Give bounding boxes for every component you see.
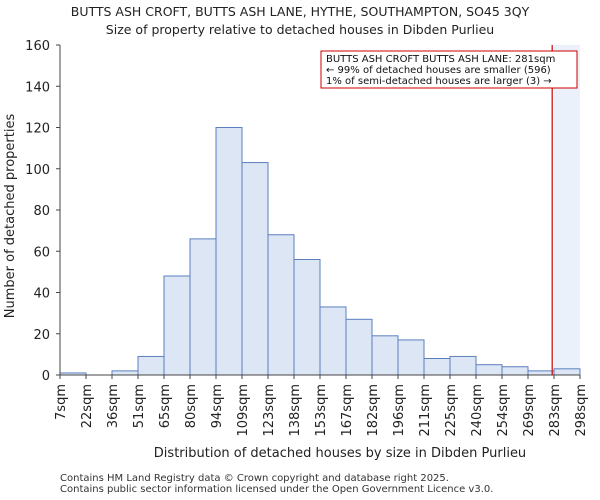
attribution-line-1: Contains HM Land Registry data © Crown c… (60, 473, 449, 484)
x-tick-label: 65sqm (158, 384, 173, 428)
x-tick-label: 80sqm (184, 384, 199, 428)
chart-subtitle: Size of property relative to detached ho… (105, 22, 495, 37)
x-tick-label: 283sqm (548, 384, 563, 437)
attribution-line-2: Contains public sector information licen… (60, 484, 494, 495)
x-tick-label: 240sqm (470, 384, 485, 437)
histogram-bar (137, 355, 165, 376)
histogram-bar (267, 234, 295, 376)
x-tick-label: 153sqm (314, 384, 329, 437)
annotation-line-1: BUTTS ASH CROFT BUTTS ASH LANE: 281sqm (326, 54, 555, 65)
histogram-bar (371, 335, 399, 376)
x-tick-label: 167sqm (340, 384, 355, 437)
x-tick-label: 22sqm (80, 384, 95, 428)
x-tick-label: 254sqm (496, 384, 511, 437)
y-tick-label: 120 (25, 122, 50, 137)
histogram-bar (397, 339, 425, 376)
histogram-bar (241, 162, 269, 376)
histogram-bar (553, 368, 581, 376)
y-tick-label: 80 (33, 204, 50, 219)
highlight-region (554, 45, 580, 375)
x-tick-label: 94sqm (210, 384, 225, 428)
y-tick-label: 20 (33, 328, 50, 343)
histogram-bar (423, 358, 451, 376)
x-tick-label: 36sqm (106, 384, 121, 428)
histogram-bar (293, 259, 321, 376)
annotation-box (320, 50, 578, 89)
histogram-chart: 0 20 40 60 80 100 120 140 160 7sqm 22sqm 36sqm 51sq… (3, 39, 589, 461)
histogram-bar (475, 364, 503, 376)
attribution-footer: Contains HM Land Registry data © Crown c… (60, 473, 493, 495)
x-tick-label: 269sqm (522, 384, 537, 437)
x-tick-label: 211sqm (418, 384, 433, 437)
x-tick-label: 196sqm (392, 384, 407, 437)
x-tick-label: 138sqm (288, 384, 303, 437)
y-tick-label: 40 (33, 287, 50, 302)
x-tick-label: 123sqm (262, 384, 277, 437)
y-tick-label: 140 (25, 80, 50, 95)
histogram-bar (501, 366, 529, 376)
y-tick-label: 160 (25, 39, 50, 54)
y-tick-label: 60 (33, 245, 50, 260)
histogram-bar (163, 275, 191, 376)
x-tick-label: 182sqm (366, 384, 381, 437)
x-tick-label: 109sqm (236, 384, 251, 437)
y-tick-label: 0 (42, 369, 50, 384)
x-tick-label: 298sqm (574, 384, 589, 437)
histogram-bar (111, 370, 139, 376)
annotation-line-2: ← 99% of detached houses are smaller (59… (326, 65, 551, 76)
histogram-bar (319, 306, 347, 376)
chart-title-block: BUTTS ASH CROFT, BUTTS ASH LANE, HYTHE, … (0, 3, 600, 39)
histogram-bar (449, 355, 477, 376)
x-tick-label: 7sqm (54, 384, 69, 420)
y-axis-label: Number of detached properties (3, 114, 18, 319)
x-tick-label: 225sqm (444, 384, 459, 437)
x-tick-label: 51sqm (132, 384, 147, 428)
histogram-bar (215, 127, 243, 376)
y-tick-label: 100 (25, 163, 50, 178)
x-axis-label: Distribution of detached houses by size … (154, 446, 526, 461)
histogram-bar (527, 370, 555, 376)
histogram-bar (345, 318, 373, 376)
annotation-line-3: 1% of semi-detached houses are larger (3… (326, 76, 552, 87)
histogram-bar (189, 238, 217, 376)
chart-title: BUTTS ASH CROFT, BUTTS ASH LANE, HYTHE, … (70, 4, 530, 19)
